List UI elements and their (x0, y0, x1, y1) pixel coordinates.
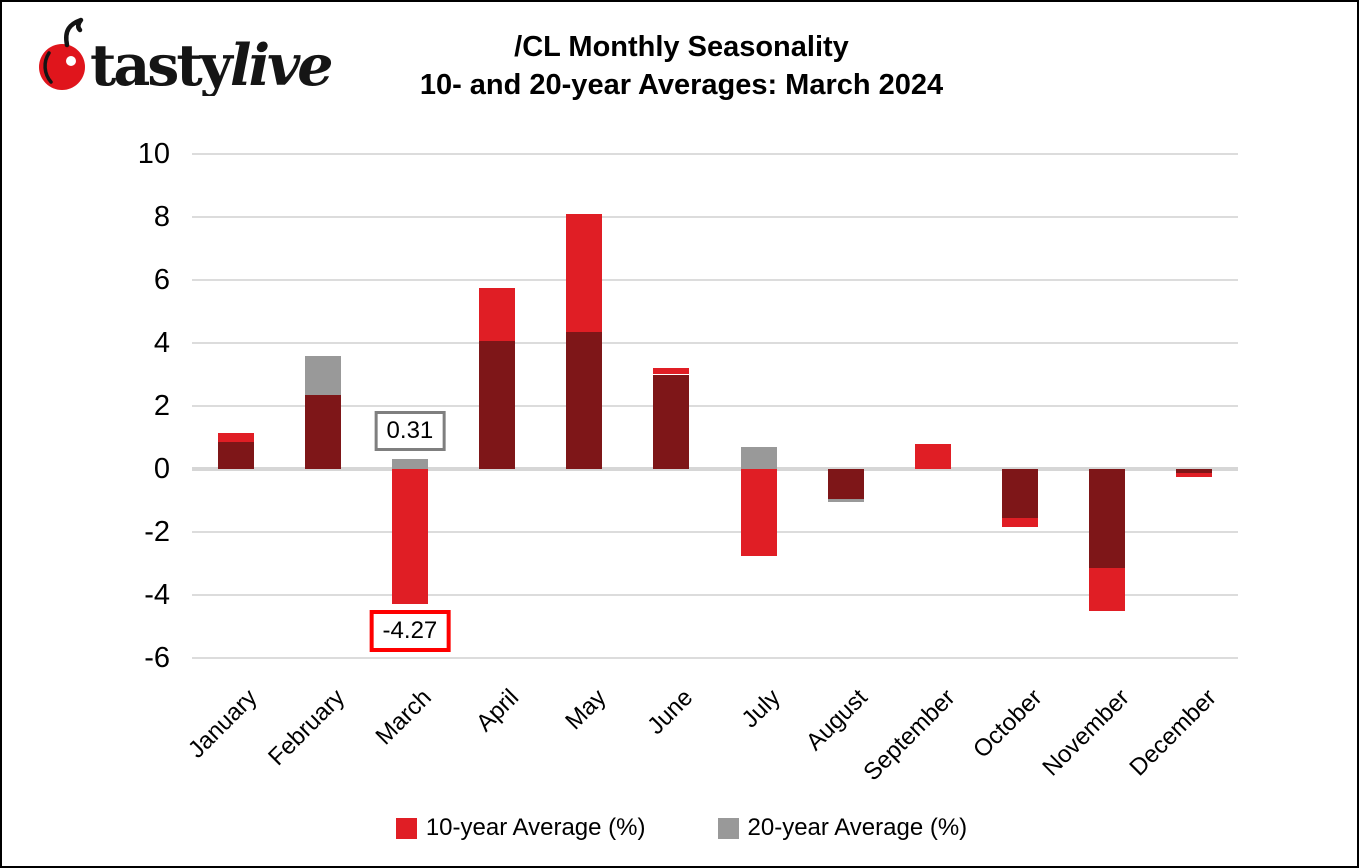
bar-segment-january (217, 442, 254, 469)
bar-segment-august (827, 498, 864, 503)
bar-segment-march (391, 469, 428, 604)
legend-label-20yr: 20-year Average (%) (747, 814, 968, 841)
logo-text-live: live (230, 32, 331, 96)
chart-title-line1: /CL Monthly Seasonality (514, 31, 849, 63)
legend: 10-year Average (%) 20-year Average (%) (2, 814, 1357, 842)
bar-segment-april (479, 341, 516, 469)
gridline (192, 657, 1238, 659)
y-tick-label: -6 (144, 642, 170, 674)
bar-segment-july (740, 446, 777, 469)
bar-segment-february (304, 394, 341, 469)
bar-segment-october (1002, 469, 1039, 518)
gridline (192, 594, 1238, 596)
bar-segment-july (740, 469, 777, 556)
cherry-icon (39, 17, 85, 90)
x-tick-label-september: September (857, 684, 961, 787)
y-tick-label: -2 (144, 516, 170, 548)
bar-segment-august (827, 469, 864, 499)
legend-item-20yr: 20-year Average (%) (717, 814, 968, 842)
x-tick-label-june: June (642, 684, 699, 740)
bar-segment-june (653, 368, 690, 375)
legend-label-10yr: 10-year Average (%) (425, 814, 646, 841)
x-tick-label-november: November (1036, 684, 1135, 782)
x-tick-label-march: March (370, 684, 438, 751)
annotation-0.31: 0.31 (374, 411, 446, 452)
bar-segment-september (914, 443, 951, 469)
y-tick-label: 10 (137, 138, 170, 170)
bar-segment-october (1002, 517, 1039, 528)
y-tick-label: 4 (153, 327, 170, 359)
y-tick-label: 8 (153, 201, 170, 233)
tastylive-logo: tastylive (20, 16, 360, 99)
x-tick-label-july: July (736, 684, 786, 734)
bar-segment-november (1089, 469, 1126, 569)
zero-gridline (192, 467, 1238, 471)
bar-segment-may (566, 213, 603, 332)
bar-segment-april (479, 287, 516, 342)
x-tick-label-april: April (471, 684, 525, 738)
x-tick-label-august: August (800, 684, 873, 756)
logo-text-tasty: tasty (90, 32, 235, 96)
legend-swatch-10yr-icon (395, 817, 417, 839)
bar-segment-january (217, 432, 254, 443)
chart-title-line2: 10- and 20-year Averages: March 2024 (419, 69, 944, 101)
gridline (192, 153, 1238, 155)
gridline (192, 405, 1238, 407)
gridline (192, 279, 1238, 281)
bar-segment-february (304, 355, 341, 395)
bar-segment-may (566, 331, 603, 469)
annotation--4.27: -4.27 (369, 609, 451, 652)
y-tick-label: -4 (144, 579, 170, 611)
chart-title: /CL Monthly Seasonality 10- and 20-year … (2, 28, 1357, 104)
x-tick-label-february: February (262, 684, 350, 772)
y-tick-label: 6 (153, 264, 170, 296)
logo-text: tastylive (90, 32, 331, 96)
cherry-shadow (43, 51, 53, 84)
bar-segment-december (1176, 469, 1213, 473)
x-tick-label-january: January (183, 684, 263, 764)
x-tick-label-may: May (560, 684, 612, 736)
bar-segment-december (1176, 472, 1213, 477)
cherry-stem (64, 17, 84, 48)
gridline (192, 531, 1238, 533)
y-tick-label: 2 (153, 390, 170, 422)
legend-item-10yr: 10-year Average (%) (395, 814, 646, 842)
gridline (192, 342, 1238, 344)
cherry-highlight (66, 56, 76, 66)
bar-segment-march (391, 459, 428, 469)
y-tick-label: 0 (153, 453, 170, 485)
x-tick-label-december: December (1124, 684, 1222, 782)
legend-swatch-20yr-icon (717, 817, 739, 839)
bar-segment-june (653, 374, 690, 469)
gridline (192, 216, 1238, 218)
bar-segment-november (1089, 568, 1126, 611)
x-tick-label-october: October (967, 684, 1048, 764)
